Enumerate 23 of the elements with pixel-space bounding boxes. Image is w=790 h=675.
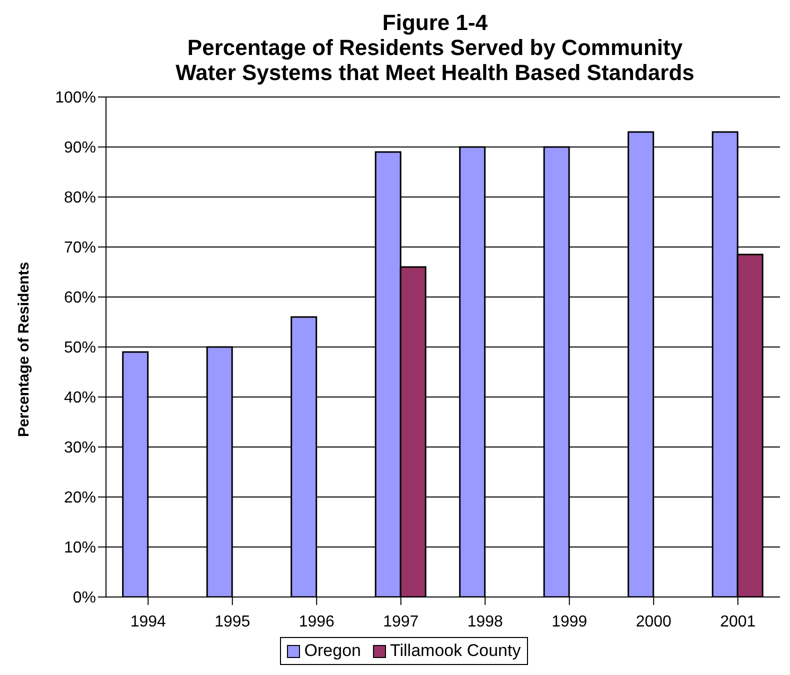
legend-label: Oregon	[303, 641, 361, 661]
y-tick-label: 70%	[64, 240, 96, 257]
legend-label: Tillamook County	[389, 641, 521, 661]
x-tick-label: 2000	[636, 613, 672, 630]
x-tick-label: 1996	[298, 613, 335, 630]
y-tick-label: 40%	[64, 390, 96, 407]
x-tick-label: 2001	[720, 613, 756, 630]
y-axis-title: Percentage of Residents	[15, 262, 32, 437]
y-tick-label: 10%	[64, 540, 96, 557]
x-tick-label: 1995	[214, 613, 250, 630]
y-tick-label: 100%	[55, 90, 96, 107]
y-tick-label: 90%	[64, 140, 96, 157]
x-tick-label: 1998	[467, 613, 504, 630]
x-tick-label: 1994	[130, 613, 166, 630]
y-tick-label: 20%	[64, 490, 96, 507]
x-tick-label: 1997	[383, 613, 419, 630]
y-tick-label: 60%	[64, 290, 96, 307]
y-tick-label: 30%	[64, 440, 96, 457]
y-tick-label: 0%	[72, 590, 96, 607]
x-tick-label: 1999	[552, 613, 588, 630]
y-tick-label: 50%	[64, 340, 96, 357]
y-tick-label: 80%	[64, 190, 96, 207]
chart-title: Figure 1-4 Percentage of Residents Served by Community Water Systems that Meet Health Based Standards	[174, 10, 696, 85]
